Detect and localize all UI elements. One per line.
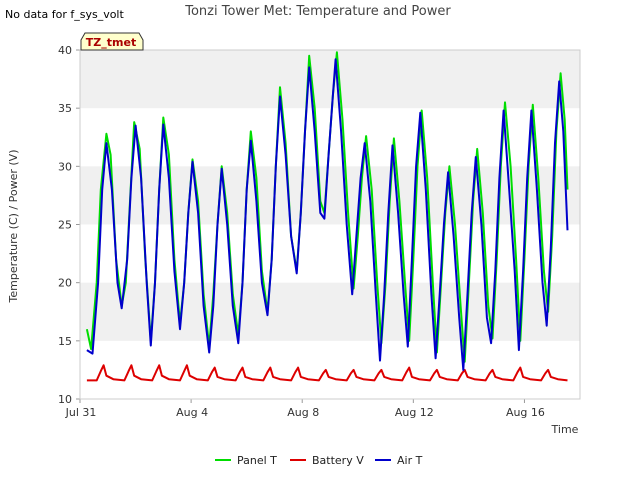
no-data-note: No data for f_sys_volt	[5, 8, 124, 21]
legend-label-air-t: Air T	[397, 454, 423, 467]
station-badge: TZ_tmet	[80, 32, 144, 51]
background-bands	[80, 50, 580, 341]
y-axis-label: Temperature (C) / Power (V)	[7, 149, 20, 303]
x-tick-label-4: Aug 16	[506, 406, 545, 419]
series-line-air-t	[86, 58, 569, 371]
y-tick-label-10: 10	[58, 393, 72, 406]
y-axis-ticks: 10 15 20 25 30 35 40	[58, 44, 80, 406]
band-25	[80, 166, 580, 225]
x-axis-ticks: Jul 31 Aug 4 Aug 8 Aug 12 Aug 16	[65, 399, 545, 419]
x-tick-label-0: Jul 31	[65, 406, 97, 419]
band-35	[80, 50, 580, 109]
x-tick-label-2: Aug 8	[287, 406, 319, 419]
badge-shape	[80, 32, 144, 51]
band-15	[80, 282, 580, 341]
legend-label-battery-v: Battery V	[312, 454, 364, 467]
y-tick-label-40: 40	[58, 44, 72, 57]
y-tick-label-30: 30	[58, 160, 72, 173]
legend-label-panel-t: Panel T	[237, 454, 277, 467]
legend: Panel T Battery V Air T	[215, 454, 423, 467]
chart-title: Tonzi Tower Met: Temperature and Power	[184, 4, 451, 19]
y-tick-label-25: 25	[58, 219, 72, 232]
plot-area: 10 15 20 25 30 35 40 Jul 31 Aug 4 Aug 8 Aug 12 Aug…	[58, 44, 581, 419]
y-tick-label-35: 35	[58, 102, 72, 115]
y-tick-label-20: 20	[58, 277, 72, 290]
x-axis-label: Time	[551, 423, 579, 436]
x-tick-label-1: Aug 4	[176, 406, 208, 419]
series-line-battery-v	[86, 364, 568, 382]
plot-frame	[79, 49, 581, 400]
badge-label: TZ_tmet	[86, 36, 136, 49]
x-tick-label-3: Aug 12	[395, 406, 434, 419]
series-lines	[85, 51, 569, 382]
y-tick-label-15: 15	[58, 335, 72, 348]
